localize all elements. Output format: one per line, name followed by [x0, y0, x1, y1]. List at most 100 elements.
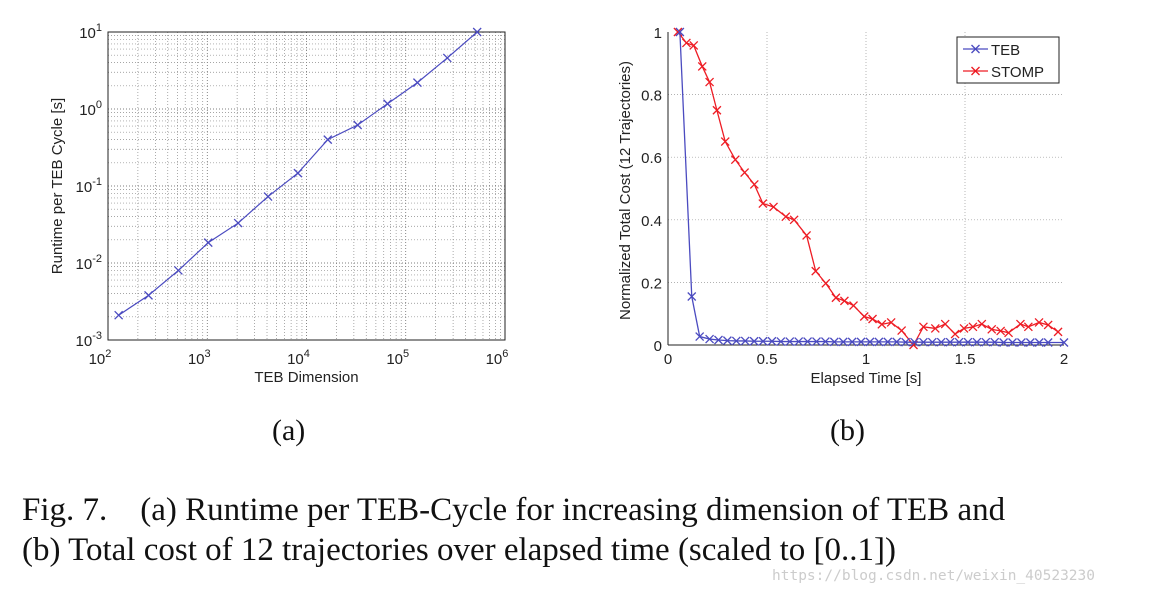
marker-stroke	[714, 335, 723, 345]
marker-stroke	[936, 337, 946, 347]
tick-base: 10	[89, 351, 106, 368]
y-tick-label: 100	[79, 99, 102, 119]
data-point-stomp	[811, 266, 821, 276]
marker-stroke	[918, 337, 928, 347]
marker-stroke	[472, 27, 482, 37]
caption-line-1: Fig. 7. (a) Runtime per TEB-Cycle for in…	[22, 492, 1006, 528]
data-point-teb	[740, 336, 750, 346]
tick-exponent: 1	[96, 22, 102, 34]
marker-stroke	[868, 314, 877, 324]
data-point-teb	[856, 337, 866, 347]
marker-stroke	[990, 337, 1000, 347]
data-point-stomp	[977, 319, 987, 329]
marker-stroke	[1053, 327, 1063, 337]
data-point-teb	[758, 336, 768, 346]
tick-exponent: 6	[502, 348, 508, 360]
marker-stroke	[722, 336, 732, 346]
marker-stroke	[749, 336, 759, 346]
data-point-teb	[714, 335, 723, 345]
x-tick-label: 0.5	[757, 351, 778, 368]
marker-stroke	[705, 334, 715, 344]
data-point-teb	[874, 337, 884, 347]
marker-stroke	[865, 337, 875, 347]
marker-stroke	[794, 337, 804, 347]
data-point-teb	[749, 336, 759, 346]
data-point-teb	[687, 292, 697, 301]
marker-stroke	[689, 40, 699, 50]
data-point-stomp	[940, 319, 950, 329]
tick-exponent: 0	[96, 99, 102, 111]
marker-stroke	[1004, 328, 1014, 338]
data-point-teb	[927, 337, 937, 347]
data-point	[412, 78, 422, 88]
data-point-teb	[972, 337, 982, 347]
tick-base: 10	[76, 179, 93, 196]
marker-stroke	[758, 199, 768, 208]
marker-stroke	[144, 290, 153, 300]
data-point-stomp	[740, 168, 750, 177]
data-point-teb	[901, 337, 911, 347]
data-point-teb	[865, 337, 875, 347]
y-tick-label: 101	[79, 22, 102, 42]
marker-stroke	[811, 266, 821, 276]
x-tick-label: 1.5	[955, 351, 976, 368]
data-point-stomp	[712, 105, 722, 115]
marker-stroke	[731, 336, 741, 346]
marker-stroke	[839, 296, 849, 306]
marker-stroke	[1043, 338, 1053, 347]
marker-stroke	[293, 168, 303, 178]
marker-stroke	[785, 337, 795, 347]
marker-stroke	[681, 38, 691, 48]
x-tick-label: 1	[862, 351, 870, 368]
x-tick-label: 105	[386, 348, 409, 368]
data-point-teb	[794, 337, 804, 347]
data-point-teb	[945, 337, 955, 347]
y-tick-label: 10-2	[76, 253, 102, 273]
y-tick-label: 1	[654, 25, 662, 42]
tick-base: 10	[486, 351, 503, 368]
x-tick-label: 104	[287, 348, 310, 368]
tick-exponent: 5	[403, 348, 409, 360]
marker-stroke	[950, 329, 960, 339]
marker-stroke	[987, 324, 997, 334]
data-point-teb	[892, 337, 902, 347]
data-point-teb	[990, 337, 1000, 347]
data-point	[383, 99, 392, 109]
tick-base: 10	[76, 333, 93, 350]
data-point-stomp	[918, 322, 928, 332]
data-point	[114, 310, 124, 320]
data-point-stomp	[681, 38, 691, 48]
data-point-teb	[695, 332, 705, 342]
marker-stroke	[856, 337, 866, 347]
data-point	[293, 168, 303, 178]
plot-a-frame	[107, 31, 506, 341]
data-point-teb	[936, 337, 946, 347]
marker-stroke	[831, 293, 841, 303]
marker-stroke	[323, 135, 333, 145]
legend-marker	[971, 44, 980, 54]
marker-stroke	[740, 336, 750, 346]
marker-stroke	[1008, 338, 1017, 347]
marker-stroke	[1059, 338, 1069, 347]
data-point	[203, 238, 213, 248]
data-point-stomp	[769, 202, 778, 212]
marker-stroke	[802, 230, 812, 240]
data-point	[233, 218, 243, 228]
marker-stroke	[412, 78, 422, 88]
marker-stroke	[996, 326, 1006, 336]
data-point-teb	[1059, 338, 1069, 347]
marker-stroke	[897, 326, 907, 336]
marker-stroke	[940, 319, 950, 329]
marker-stroke	[675, 27, 685, 37]
data-point	[442, 53, 452, 63]
data-point-stomp	[758, 199, 768, 208]
y-tick-label: 10-3	[76, 330, 102, 350]
marker-stroke	[353, 120, 363, 130]
marker-stroke	[1043, 320, 1053, 330]
marker-stroke	[1034, 338, 1044, 347]
marker-stroke	[705, 77, 715, 87]
marker-stroke	[697, 61, 707, 71]
tick-exponent: -2	[92, 253, 102, 265]
marker-stroke	[776, 337, 786, 347]
data-point-stomp	[1053, 327, 1063, 337]
